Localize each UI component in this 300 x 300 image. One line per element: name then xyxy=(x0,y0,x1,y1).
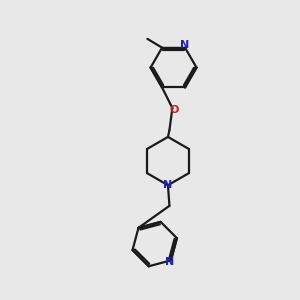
Text: N: N xyxy=(163,180,172,190)
Text: N: N xyxy=(165,257,174,267)
Text: N: N xyxy=(180,40,190,50)
Text: O: O xyxy=(169,104,178,115)
